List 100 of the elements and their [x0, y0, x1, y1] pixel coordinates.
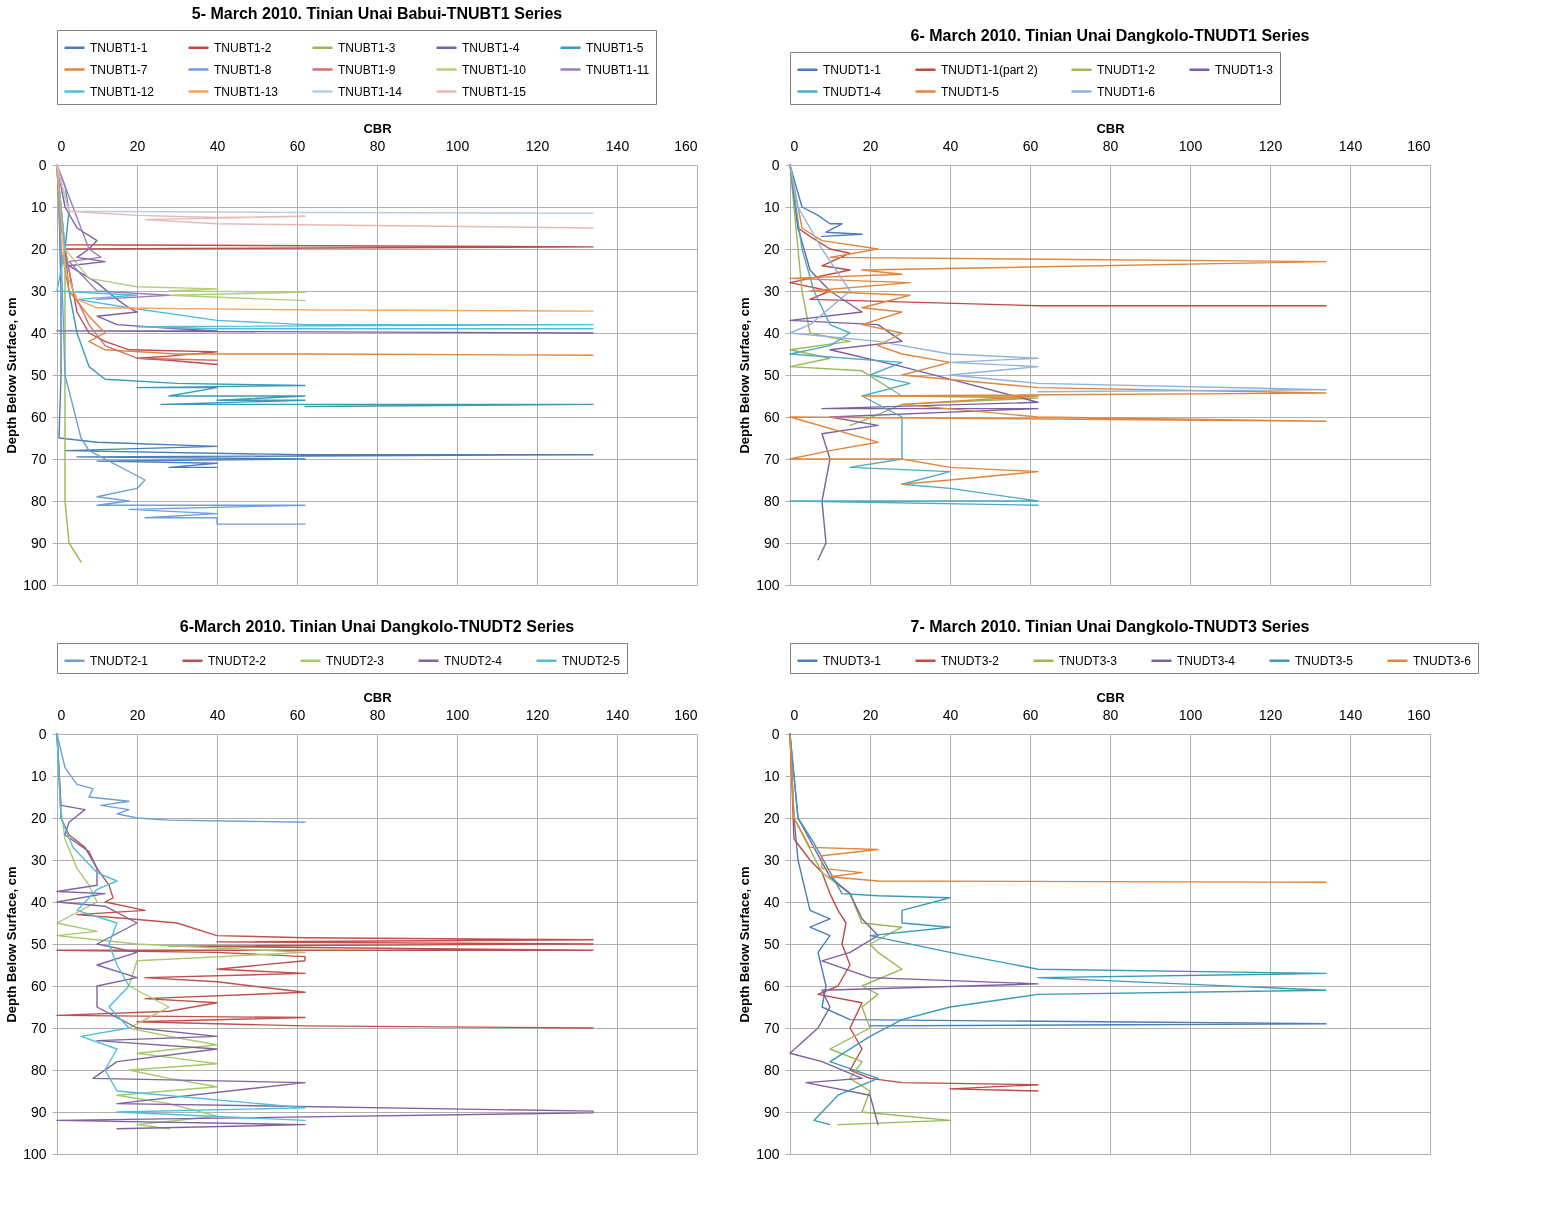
y-tick-label: 30	[30, 282, 47, 299]
y-tick-label: 0	[771, 725, 780, 742]
legend-label: TNUDT2-4	[444, 653, 503, 668]
x-tick-label: 40	[209, 706, 226, 723]
x-tick-label: 100	[445, 706, 470, 723]
legend-label: TNUDT2-2	[208, 653, 267, 668]
y-tick-label: 20	[763, 240, 780, 257]
x-tick-label: 100	[445, 137, 470, 154]
legend-label: TNUDT3-2	[941, 653, 1000, 668]
x-tick-label: 80	[1102, 137, 1119, 154]
chart-title: 5- March 2010. Tinian Unai Babui-TNUBT1 Series	[191, 4, 563, 22]
legend-label: TNUBT1-1	[90, 40, 148, 55]
legend-label: TNUBT1-5	[586, 40, 644, 55]
legend-label: TNUDT2-3	[326, 653, 385, 668]
y-tick-label: 90	[30, 1103, 47, 1120]
y-tick-label: 80	[763, 1061, 780, 1078]
legend-label: TNUDT1-1	[823, 62, 882, 77]
y-tick-label: 80	[30, 1061, 47, 1078]
x-tick-label: 80	[1102, 706, 1119, 723]
legend-label: TNUBT1-13	[214, 84, 279, 99]
legend-label: TNUBT1-12	[90, 84, 155, 99]
y-tick-label: 80	[763, 492, 780, 509]
legend-label: TNUBT1-4	[462, 40, 520, 55]
x-tick-label: 60	[1022, 137, 1039, 154]
legend-label: TNUBT1-3	[338, 40, 396, 55]
y-tick-label: 0	[38, 725, 47, 742]
y-tick-label: 50	[763, 935, 780, 952]
legend-label: TNUDT1-2	[1097, 62, 1156, 77]
y-tick-label: 100	[756, 576, 780, 593]
y-tick-label: 20	[30, 240, 47, 257]
y-tick-label: 30	[763, 282, 780, 299]
y-tick-label: 60	[763, 408, 780, 425]
x-tick-label: 0	[790, 137, 799, 154]
x-tick-label: 160	[1407, 137, 1431, 154]
y-tick-label: 40	[30, 324, 47, 341]
y-axis-title: Depth Below Surface, cm	[737, 297, 753, 454]
legend-label: TNUDT3-1	[823, 653, 882, 668]
legend-label: TNUBT1-15	[462, 84, 527, 99]
x-tick-label: 0	[57, 706, 66, 723]
x-tick-label: 140	[605, 706, 630, 723]
x-tick-label: 140	[1338, 137, 1363, 154]
x-tick-label: 60	[289, 706, 306, 723]
y-tick-label: 60	[763, 977, 780, 994]
x-tick-label: 40	[942, 137, 959, 154]
legend-label: TNUBT1-9	[338, 62, 396, 77]
y-tick-label: 30	[30, 851, 47, 868]
y-tick-label: 90	[763, 1103, 780, 1120]
y-tick-label: 50	[30, 935, 47, 952]
legend-label: TNUDT2-1	[90, 653, 149, 668]
x-tick-label: 20	[129, 706, 146, 723]
x-tick-label: 160	[1407, 706, 1431, 723]
x-tick-label: 20	[862, 706, 879, 723]
chart-title: 6- March 2010. Tinian Unai Dangkolo-TNUDT1 Series	[910, 26, 1310, 44]
x-tick-label: 120	[1258, 706, 1283, 723]
y-tick-label: 10	[30, 198, 47, 215]
y-tick-label: 0	[771, 156, 780, 173]
y-tick-label: 40	[30, 893, 47, 910]
y-tick-label: 90	[763, 534, 780, 551]
x-axis-title: CBR	[1096, 689, 1126, 705]
legend-label: TNUDT1-6	[1097, 84, 1156, 99]
x-tick-label: 0	[790, 706, 799, 723]
y-tick-label: 100	[756, 1145, 780, 1162]
x-tick-label: 100	[1178, 706, 1203, 723]
y-tick-label: 10	[763, 198, 780, 215]
y-tick-label: 70	[763, 1019, 780, 1036]
x-tick-label: 160	[674, 137, 698, 154]
x-tick-label: 140	[605, 137, 630, 154]
y-tick-label: 10	[30, 767, 47, 784]
chart-title: 7- March 2010. Tinian Unai Dangkolo-TNUDT3 Series	[910, 617, 1310, 635]
x-tick-label: 40	[942, 706, 959, 723]
legend-label: TNUDT3-4	[1177, 653, 1236, 668]
x-tick-label: 0	[57, 137, 66, 154]
x-tick-label: 120	[1258, 137, 1283, 154]
x-tick-label: 80	[369, 137, 386, 154]
legend-label: TNUBT1-10	[462, 62, 527, 77]
x-tick-label: 160	[674, 706, 698, 723]
x-tick-label: 40	[209, 137, 226, 154]
y-tick-label: 30	[763, 851, 780, 868]
y-tick-label: 100	[23, 1145, 47, 1162]
legend-label: TNUDT1-5	[941, 84, 1000, 99]
y-tick-label: 70	[30, 450, 47, 467]
y-tick-label: 40	[763, 893, 780, 910]
y-tick-label: 40	[763, 324, 780, 341]
y-axis-title: Depth Below Surface, cm	[737, 866, 753, 1023]
y-tick-label: 80	[30, 492, 47, 509]
x-tick-label: 20	[129, 137, 146, 154]
x-axis-title: CBR	[363, 689, 393, 705]
legend-label: TNUDT1-3	[1215, 62, 1274, 77]
y-tick-label: 10	[763, 767, 780, 784]
y-tick-label: 100	[23, 576, 47, 593]
y-tick-label: 70	[763, 450, 780, 467]
x-tick-label: 100	[1178, 137, 1203, 154]
y-tick-label: 20	[30, 809, 47, 826]
x-tick-label: 120	[525, 137, 550, 154]
x-tick-label: 20	[862, 137, 879, 154]
legend-label: TNUBT1-8	[214, 62, 272, 77]
x-axis-title: CBR	[1096, 120, 1126, 136]
legend-label: TNUBT1-11	[586, 62, 650, 77]
y-axis-title: Depth Below Surface, cm	[4, 866, 20, 1023]
y-tick-label: 70	[30, 1019, 47, 1036]
